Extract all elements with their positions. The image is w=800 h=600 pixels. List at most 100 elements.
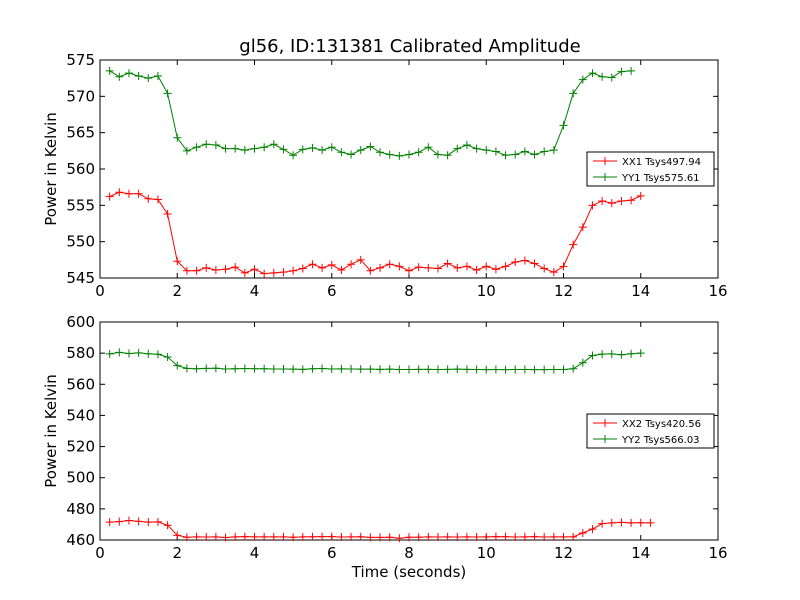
top-series-1-marker bbox=[385, 260, 394, 269]
top-series-2-marker bbox=[356, 146, 365, 155]
top-series-1-marker bbox=[569, 240, 578, 249]
bottom-series-2-marker bbox=[356, 365, 365, 374]
bottom-series-2-marker bbox=[366, 365, 375, 374]
bottom-series-2-marker bbox=[376, 365, 385, 374]
top-series-2-marker bbox=[134, 71, 143, 80]
bottom-series-1-marker bbox=[318, 532, 327, 541]
top-series-2-marker bbox=[366, 142, 375, 151]
bottom-legend-box bbox=[586, 413, 715, 449]
bottom-series-2-marker bbox=[482, 365, 491, 374]
top-series-1-marker bbox=[376, 263, 385, 272]
bottom-series-2-marker bbox=[318, 364, 327, 373]
bottom-series-2-marker bbox=[617, 350, 626, 359]
bottom-series-1-marker bbox=[260, 532, 269, 541]
bottom-series-1-marker bbox=[115, 517, 124, 526]
bottom-series-1-marker bbox=[588, 525, 597, 534]
bottom-series-1-marker bbox=[366, 533, 375, 542]
top-x-tick-label: 6 bbox=[327, 282, 337, 300]
bottom-series-2-marker bbox=[462, 365, 471, 374]
bottom-series-1-marker bbox=[337, 533, 346, 542]
bottom-series-2-marker bbox=[337, 364, 346, 373]
top-series-1-marker bbox=[414, 263, 423, 272]
bottom-series-2-marker bbox=[443, 365, 452, 374]
top-series-1-marker bbox=[395, 262, 404, 271]
bottom-series-1-marker bbox=[482, 532, 491, 541]
bottom-series-1-marker bbox=[636, 518, 645, 527]
top-series-2-marker bbox=[231, 144, 240, 153]
top-series-1-marker bbox=[588, 201, 597, 210]
top-series-1-marker bbox=[405, 266, 413, 275]
top-series-1-marker bbox=[453, 263, 462, 272]
top-series-2-marker bbox=[289, 151, 298, 160]
top-series-2-marker bbox=[144, 74, 153, 83]
top-series-1-marker bbox=[627, 196, 636, 205]
top-series-2-marker bbox=[105, 66, 114, 75]
top-y-tick-label: 565 bbox=[66, 124, 95, 142]
bottom-series-2-marker bbox=[192, 364, 201, 373]
top-series-1-marker bbox=[260, 269, 269, 278]
top-series-1-marker bbox=[115, 188, 124, 197]
top-series-1-marker bbox=[250, 265, 259, 274]
top-series-2-marker bbox=[433, 150, 442, 159]
bottom-series-1-marker bbox=[105, 518, 114, 527]
bottom-series-1-marker bbox=[462, 532, 471, 541]
bottom-series-2-marker bbox=[105, 349, 114, 358]
top-series-2-marker bbox=[559, 121, 568, 130]
bottom-series-2-marker bbox=[569, 364, 578, 373]
bottom-series-2-marker bbox=[607, 349, 616, 358]
top-x-tick-label: 8 bbox=[404, 282, 414, 300]
top-x-tick-label: 4 bbox=[250, 282, 260, 300]
bottom-series-2-marker bbox=[405, 365, 413, 374]
top-series-2-marker bbox=[308, 143, 317, 152]
top-series-2-marker bbox=[298, 145, 307, 154]
top-series-1-marker bbox=[144, 194, 153, 203]
bottom-series-2-marker bbox=[289, 365, 298, 374]
top-series-1-marker bbox=[559, 262, 568, 271]
bottom-series-2-marker bbox=[511, 365, 520, 374]
bottom-series-2-marker bbox=[540, 365, 549, 374]
bottom-series-2-marker bbox=[578, 358, 587, 367]
bottom-series-2-marker bbox=[491, 365, 500, 374]
bottom-series-1-marker bbox=[289, 533, 298, 542]
top-legend-marker-2 bbox=[601, 173, 609, 181]
bottom-series-1-marker bbox=[308, 532, 317, 541]
bottom-x-tick-label: 4 bbox=[250, 544, 260, 562]
top-series-2-marker bbox=[424, 143, 433, 152]
top-series-2-marker bbox=[173, 133, 182, 142]
bottom-x-tick-label: 14 bbox=[631, 544, 650, 562]
top-series-1-marker bbox=[511, 258, 520, 267]
bottom-series-2-marker bbox=[153, 350, 162, 359]
top-series-2-marker bbox=[462, 141, 471, 150]
bottom-y-tick-label: 500 bbox=[66, 469, 95, 487]
top-x-tick-label: 0 bbox=[95, 282, 105, 300]
bottom-series-1-marker bbox=[569, 532, 578, 541]
top-y-tick-label: 570 bbox=[66, 87, 95, 105]
top-series-1-marker bbox=[327, 260, 336, 269]
top-series-1-marker bbox=[153, 195, 162, 204]
bottom-series-1-marker bbox=[192, 532, 201, 541]
top-series-1-marker bbox=[337, 266, 346, 275]
top-series-2-marker bbox=[617, 67, 626, 76]
top-series-1-marker bbox=[636, 191, 645, 200]
top-series-1-marker bbox=[530, 259, 539, 268]
top-series-2-marker bbox=[269, 140, 278, 149]
top-series-2-marker bbox=[520, 147, 529, 156]
top-series-2-marker bbox=[511, 150, 520, 159]
bottom-series-2-marker bbox=[134, 348, 143, 357]
top-series-2-marker bbox=[607, 73, 616, 82]
bottom-series-2-marker bbox=[327, 365, 336, 374]
top-series-1-marker bbox=[134, 189, 143, 198]
top-series-1-marker bbox=[202, 263, 211, 272]
bottom-series-2-marker bbox=[636, 349, 645, 358]
top-x-tick-label: 12 bbox=[554, 282, 573, 300]
bottom-x-tick-label: 6 bbox=[327, 544, 337, 562]
bottom-series-1-marker bbox=[250, 532, 259, 541]
top-series-1-marker bbox=[192, 266, 201, 275]
bottom-series-2-marker bbox=[298, 365, 307, 374]
bottom-series-1-marker bbox=[376, 533, 385, 542]
bottom-series-2-marker bbox=[163, 353, 172, 362]
top-y-tick-label: 545 bbox=[66, 269, 95, 287]
top-legend-box bbox=[586, 151, 715, 187]
top-series-1-marker bbox=[578, 223, 587, 232]
